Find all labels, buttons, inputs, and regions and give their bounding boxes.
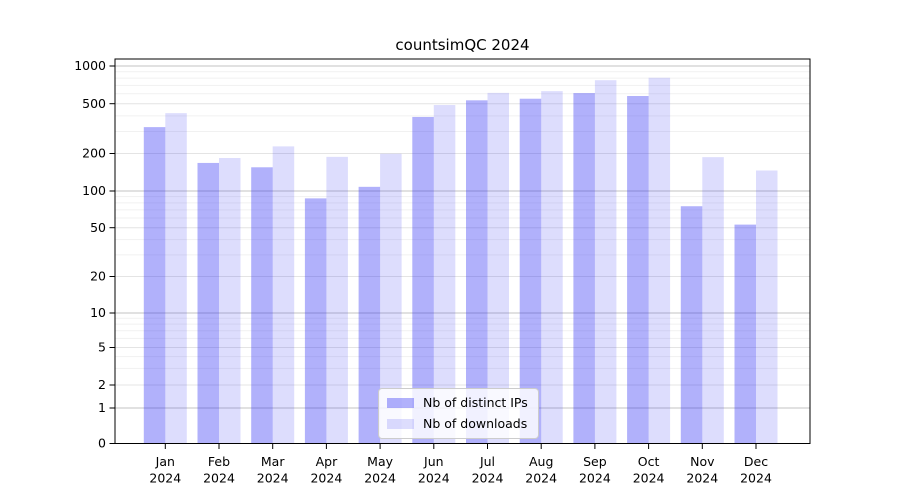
x-axis-tick-label-year: 2024 xyxy=(257,471,289,486)
x-axis-tick-label-month: Nov xyxy=(690,454,715,469)
legend-swatch-distinct-ips xyxy=(387,397,414,408)
legend-label-downloads: Nb of downloads xyxy=(423,416,528,431)
bar-downloads xyxy=(433,105,456,444)
x-axis-tick-label-month: May xyxy=(367,454,393,469)
x-axis-tick-label-month: Aug xyxy=(529,454,553,469)
bar-downloads xyxy=(165,113,187,444)
y-axis-tick-label: 1000 xyxy=(74,58,106,73)
x-axis-tick-label-year: 2024 xyxy=(310,471,342,486)
x-axis-tick-label-month: Oct xyxy=(638,454,660,469)
y-axis-tick-label: 100 xyxy=(82,183,106,198)
legend-item-distinct-ips: Nb of distinct IPs xyxy=(387,394,528,411)
bar-distinct-ips xyxy=(627,96,649,444)
bar-downloads xyxy=(594,80,617,444)
bar-distinct-ips xyxy=(143,127,166,444)
bar-downloads xyxy=(756,170,778,444)
x-axis-tick-label-month: Sep xyxy=(583,454,607,469)
bar-distinct-ips xyxy=(251,167,273,444)
y-axis-tick-label: 50 xyxy=(90,220,106,235)
y-axis-tick-label: 500 xyxy=(82,96,106,111)
bar-distinct-ips xyxy=(412,116,434,444)
bar-downloads xyxy=(272,146,295,444)
chart-title: countsimQC 2024 xyxy=(395,36,530,54)
x-axis-tick-label-year: 2024 xyxy=(418,471,450,486)
bar-downloads xyxy=(326,156,348,444)
bar-distinct-ips xyxy=(304,198,327,444)
y-axis-tick-label: 200 xyxy=(82,146,106,161)
bar-downloads xyxy=(380,153,402,444)
bar-distinct-ips xyxy=(573,93,595,444)
x-axis-tick-label-year: 2024 xyxy=(364,471,396,486)
bar-distinct-ips xyxy=(734,224,756,444)
x-axis-tick-label-month: Mar xyxy=(261,454,285,469)
x-axis-tick-label-year: 2024 xyxy=(633,471,665,486)
bar-distinct-ips xyxy=(466,100,488,444)
bar-downloads xyxy=(648,77,671,444)
x-axis-tick-label-month: Dec xyxy=(744,454,768,469)
legend-swatch-downloads xyxy=(387,418,414,429)
legend: Nb of distinct IPs Nb of downloads xyxy=(378,388,539,439)
x-axis-tick-label-month: Jun xyxy=(423,454,444,469)
y-axis-tick-label: 10 xyxy=(90,305,106,320)
bar-distinct-ips xyxy=(358,186,381,444)
x-axis-tick-label-year: 2024 xyxy=(525,471,557,486)
bar-distinct-ips xyxy=(519,98,542,444)
x-axis-tick-label-month: Feb xyxy=(208,454,230,469)
y-axis-tick-label: 5 xyxy=(98,340,106,355)
x-axis-tick-label-year: 2024 xyxy=(579,471,611,486)
legend-item-downloads: Nb of downloads xyxy=(387,415,528,432)
x-axis-tick-label-year: 2024 xyxy=(740,471,772,486)
x-axis-tick-label-year: 2024 xyxy=(472,471,504,486)
y-axis-tick-label: 0 xyxy=(98,436,106,451)
axes-spines xyxy=(114,58,811,444)
x-axis-tick-label-month: Apr xyxy=(316,454,338,469)
y-axis-tick-label: 2 xyxy=(98,377,106,392)
bar-distinct-ips xyxy=(680,206,703,444)
x-axis-tick-label-month: Jul xyxy=(479,454,495,469)
x-axis-tick-label-year: 2024 xyxy=(686,471,718,486)
x-axis-tick-label-year: 2024 xyxy=(149,471,181,486)
bar-downloads xyxy=(702,157,724,444)
x-axis-tick-label-year: 2024 xyxy=(203,471,235,486)
x-axis-tick-label-month: Jan xyxy=(155,454,175,469)
y-axis-tick-label: 1 xyxy=(98,400,106,415)
bar-distinct-ips xyxy=(197,162,219,444)
bar-downloads xyxy=(219,158,241,444)
legend-label-distinct-ips: Nb of distinct IPs xyxy=(423,395,528,410)
y-axis-tick-label: 20 xyxy=(90,269,106,284)
bar-downloads xyxy=(541,91,563,444)
bar-downloads xyxy=(487,92,509,444)
